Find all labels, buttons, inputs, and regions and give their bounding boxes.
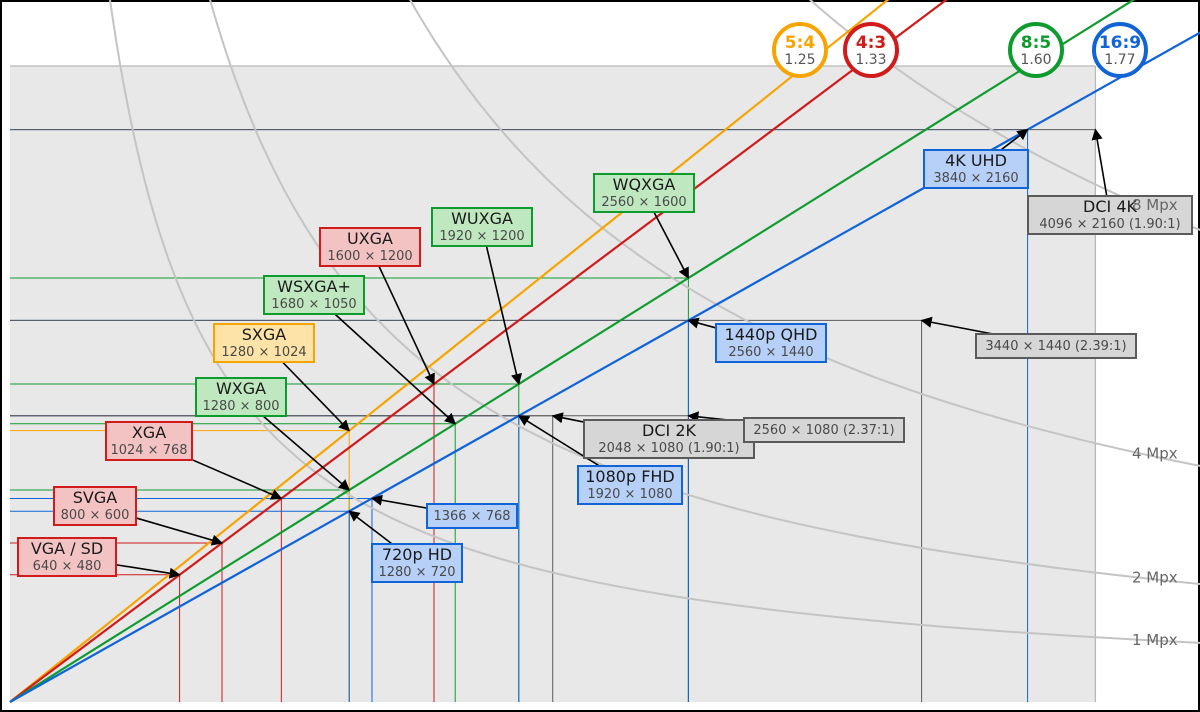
res-dim: 2048 × 1080 (1.90:1)	[598, 441, 739, 456]
mpx-label-2: 2 Mpx	[1132, 569, 1178, 587]
ratio-value: 1.25	[784, 52, 815, 68]
res-name: DCI 4K	[1083, 197, 1137, 216]
res-name: WSXGA+	[277, 277, 351, 296]
megapixel-labels: 1 Mpx 2 Mpx 4 Mpx 8 Mpx	[1132, 196, 1178, 649]
ratio-label: 16:9	[1099, 33, 1141, 53]
res-name: WQXGA	[613, 175, 676, 194]
res-dim: 1280 × 720	[378, 565, 455, 580]
res-dim: 1920 × 1200	[439, 229, 524, 244]
res-dim: 1680 × 1050	[271, 297, 356, 312]
res-dim: 1920 × 1080	[587, 487, 672, 502]
res-name: 1440p QHD	[725, 325, 818, 344]
res-dim: 3440 × 1440 (2.39:1)	[985, 339, 1126, 354]
res-dim: 1280 × 800	[202, 399, 279, 414]
ratio-label: 4:3	[856, 33, 886, 53]
res-dim: 800 × 600	[61, 508, 130, 523]
mpx-label-8: 8 Mpx	[1132, 196, 1178, 214]
ratio-value: 1.60	[1020, 52, 1051, 68]
ratio-value: 1.77	[1104, 52, 1135, 68]
ratio-label: 5:4	[785, 33, 816, 53]
res-name: WUXGA	[451, 209, 513, 228]
res-dim: 1024 × 768	[110, 443, 187, 458]
ratio-label: 8:5	[1021, 33, 1051, 53]
res-name: SXGA	[242, 325, 287, 344]
res-dim: 640 × 480	[33, 559, 102, 574]
res-dim: 2560 × 1080 (2.37:1)	[753, 423, 894, 438]
res-name: SVGA	[73, 488, 118, 507]
res-name: 720p HD	[382, 545, 452, 564]
res-name: DCI 2K	[642, 421, 696, 440]
res-name: WXGA	[216, 379, 266, 398]
res-name: UXGA	[347, 229, 393, 248]
res-dim: 3840 × 2160	[933, 171, 1018, 186]
res-name: 4K UHD	[945, 151, 1007, 170]
res-name: XGA	[132, 423, 166, 442]
res-dim: 1280 × 1024	[221, 345, 306, 360]
res-name: 1080p FHD	[585, 467, 675, 486]
mpx-label-4: 4 Mpx	[1132, 444, 1178, 462]
ratio-value: 1.33	[855, 52, 886, 68]
res-dim: 1366 × 768	[433, 509, 510, 524]
res-dim: 1600 × 1200	[327, 249, 412, 264]
res-name: VGA / SD	[31, 539, 103, 558]
mpx-label-1: 1 Mpx	[1132, 631, 1178, 649]
res-dim: 4096 × 2160 (1.90:1)	[1039, 217, 1180, 232]
res-dim: 2560 × 1440	[728, 345, 813, 360]
res-dim: 2560 × 1600	[601, 195, 686, 210]
